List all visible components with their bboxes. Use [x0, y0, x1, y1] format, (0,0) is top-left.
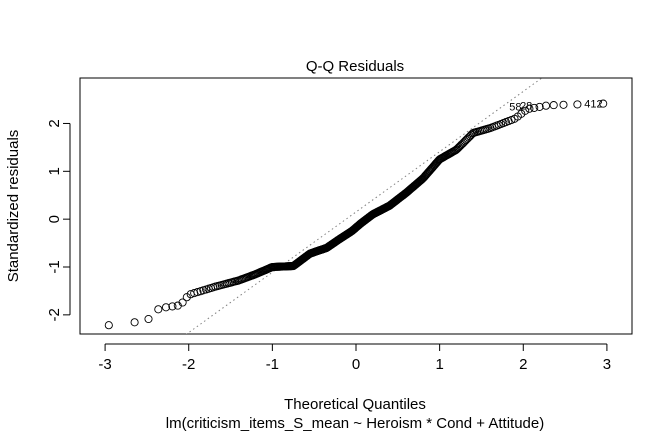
x-tick-label: 2	[519, 356, 527, 373]
x-tick-label: -3	[98, 356, 111, 373]
data-point	[530, 103, 539, 112]
data-point	[168, 302, 177, 311]
data-point	[521, 106, 530, 115]
y-tick-label: -1	[46, 260, 63, 273]
data-point	[535, 102, 544, 111]
data-point	[104, 321, 113, 330]
data-point	[144, 314, 153, 324]
data-point	[161, 303, 171, 312]
y-tick-label: 2	[46, 119, 63, 127]
data-point	[154, 305, 163, 314]
data-point	[549, 101, 558, 110]
qq-reference-line	[185, 78, 543, 334]
y-tick-label: 0	[46, 215, 63, 223]
y-tick-label: 1	[46, 167, 63, 175]
data-point	[525, 104, 534, 113]
plot-frame	[79, 77, 633, 335]
data-point	[464, 133, 473, 142]
data-point	[599, 99, 608, 108]
model-formula-subtitle: lm(criticism_items_S_mean ~ Heroism * Co…	[166, 415, 544, 432]
point-label: 28	[520, 100, 532, 112]
point-label: 412	[584, 98, 602, 110]
y-axis-label: Standardized residuals	[5, 130, 22, 283]
x-tick-label: 3	[603, 356, 611, 373]
chart-title: Q-Q Residuals	[306, 58, 404, 75]
x-tick-label: -1	[266, 356, 279, 373]
data-point	[573, 100, 582, 109]
data-point	[178, 298, 187, 307]
x-tick-label: -2	[182, 356, 195, 373]
x-tick-label: 0	[352, 356, 360, 373]
data-point	[193, 288, 202, 297]
data-point	[541, 101, 551, 110]
x-axis-label: Theoretical Quantiles	[284, 396, 426, 413]
x-tick-label: 1	[435, 356, 443, 373]
point-label: 58	[509, 102, 521, 114]
data-point	[559, 100, 568, 109]
y-tick-label: -2	[46, 308, 63, 321]
data-point	[130, 318, 139, 327]
